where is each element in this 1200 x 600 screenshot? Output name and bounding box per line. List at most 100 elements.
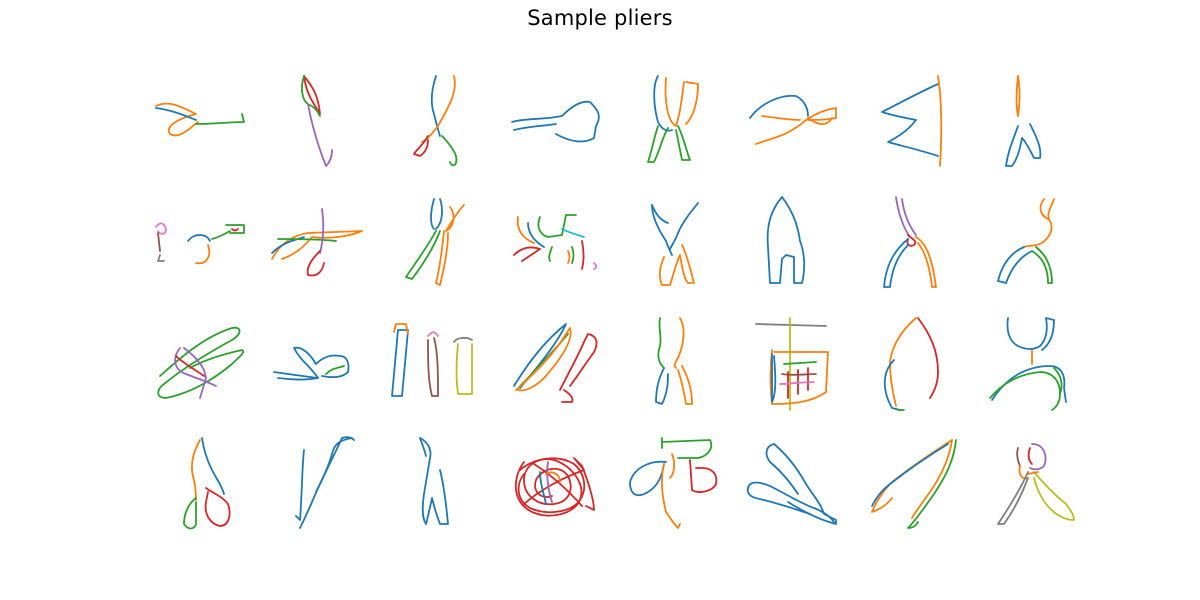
sketch-cell-r3-c7 (883, 317, 939, 411)
sketch-stroke (647, 125, 669, 163)
sketch-stroke (907, 439, 957, 529)
sketch-stroke (991, 365, 1067, 403)
sketch-stroke (559, 333, 598, 391)
sketch-stroke (1027, 471, 1039, 475)
sketch-stroke (546, 461, 553, 503)
sketch-stroke (455, 343, 473, 395)
sketch-stroke (307, 103, 333, 167)
sketch-stroke (673, 317, 685, 369)
sketch-stroke (911, 439, 953, 519)
sketch-stroke (325, 365, 345, 375)
sketch-stroke (445, 204, 465, 232)
sketch-stroke (997, 246, 1033, 284)
sketch-cell-r1-c3 (413, 75, 458, 167)
sketch-stroke (1053, 367, 1063, 395)
sketch-stroke (513, 246, 541, 262)
sketch-stroke (669, 453, 676, 479)
sketch-stroke (755, 323, 827, 327)
sketch-stroke (183, 497, 197, 530)
sketch-stroke (746, 487, 811, 515)
sketch-cell-r4-c1 (183, 437, 231, 530)
sketch-stroke (658, 244, 695, 286)
sketch-stroke (157, 326, 245, 399)
sketch-stroke (315, 437, 353, 493)
sketch-stroke (883, 238, 909, 288)
sketch-cell-r1-c2 (301, 75, 333, 167)
sketch-stroke (661, 439, 713, 459)
sketch-stroke (157, 232, 161, 252)
sketch-stroke (299, 437, 343, 529)
sketch-stroke (689, 459, 718, 493)
sketch-stroke (419, 437, 427, 457)
sketch-cell-r2-c2 (271, 208, 363, 277)
sketch-cell-r3-c4 (513, 323, 598, 403)
sketch-stroke (781, 373, 817, 376)
sketch-stroke (157, 254, 165, 262)
sketch-stroke (271, 236, 305, 254)
sketch-stroke (430, 75, 441, 137)
sketch-stroke (273, 346, 350, 379)
sketch-stroke (651, 204, 669, 224)
sketch-cell-r4-c3 (419, 437, 449, 525)
sketch-cell-r2-c1 (155, 222, 245, 265)
sketch-stroke (513, 323, 567, 389)
sketch-stroke (1031, 246, 1053, 284)
sketch-cell-r4-c5 (629, 437, 718, 529)
sketch-stroke (191, 439, 201, 501)
sketch-stroke (1039, 198, 1049, 220)
sketch-stroke (1005, 123, 1042, 167)
sketch-stroke (657, 317, 665, 369)
sketch-stroke (915, 236, 937, 288)
sketch-cell-r1-c5 (647, 75, 699, 163)
sketch-stroke (660, 463, 681, 529)
sketch-stroke (755, 107, 837, 145)
sketch-stroke (513, 123, 557, 131)
sketch-stroke (675, 125, 691, 161)
sketch-cell-r3-c8 (989, 317, 1067, 411)
sketch-stroke (997, 471, 1029, 525)
sketch-cell-r1-c4 (511, 100, 600, 143)
sketch-stroke (533, 463, 583, 507)
sketch-stroke (593, 262, 598, 270)
sketch-stroke (669, 202, 699, 250)
sketch-cell-r1-c8 (1005, 75, 1042, 167)
sketch-stroke (453, 336, 473, 343)
sketch-stroke (523, 457, 595, 511)
sketch-stroke (906, 234, 917, 247)
sketch-stroke (581, 240, 585, 270)
sketch-stroke (175, 355, 205, 377)
sketch-cell-r3-c2 (273, 346, 350, 381)
sketch-cell-r4-c4 (514, 457, 595, 517)
sketch-stroke (779, 381, 815, 385)
sketch-stroke (277, 238, 337, 242)
sketch-stroke (761, 115, 801, 121)
sketch-stroke (201, 437, 225, 495)
sketch-stroke (306, 250, 325, 277)
sketch-stroke (773, 443, 837, 525)
sketch-cell-r1-c6 (749, 94, 837, 145)
sketch-stroke (771, 353, 777, 403)
sketch-stroke (989, 371, 1061, 411)
sketch-stroke (561, 389, 574, 403)
sketch-stroke (1006, 317, 1055, 351)
sketch-stroke (537, 214, 577, 238)
sketch-stroke (277, 377, 319, 381)
sketch-stroke (664, 77, 685, 127)
sketch-cell-r3-c3 (391, 323, 473, 397)
sketch-stroke (917, 317, 939, 399)
sketch-stroke (1029, 443, 1047, 471)
sketch-stroke (655, 367, 669, 405)
sketch-stroke (548, 246, 553, 262)
sketch-stroke (427, 337, 439, 397)
sketch-stroke (155, 102, 199, 137)
sketch-stroke (883, 359, 901, 411)
sketch-stroke (174, 347, 217, 387)
sketch-stroke (271, 230, 363, 260)
sketch-cell-r4-c6 (746, 443, 837, 525)
sketch-stroke (195, 113, 245, 125)
sketch-stroke (341, 436, 355, 441)
sketch-stroke (629, 460, 667, 497)
sketch-stroke (1016, 447, 1021, 467)
sketch-cell-r2-c5 (651, 202, 699, 286)
sketch-cell-r3-c5 (655, 317, 693, 405)
